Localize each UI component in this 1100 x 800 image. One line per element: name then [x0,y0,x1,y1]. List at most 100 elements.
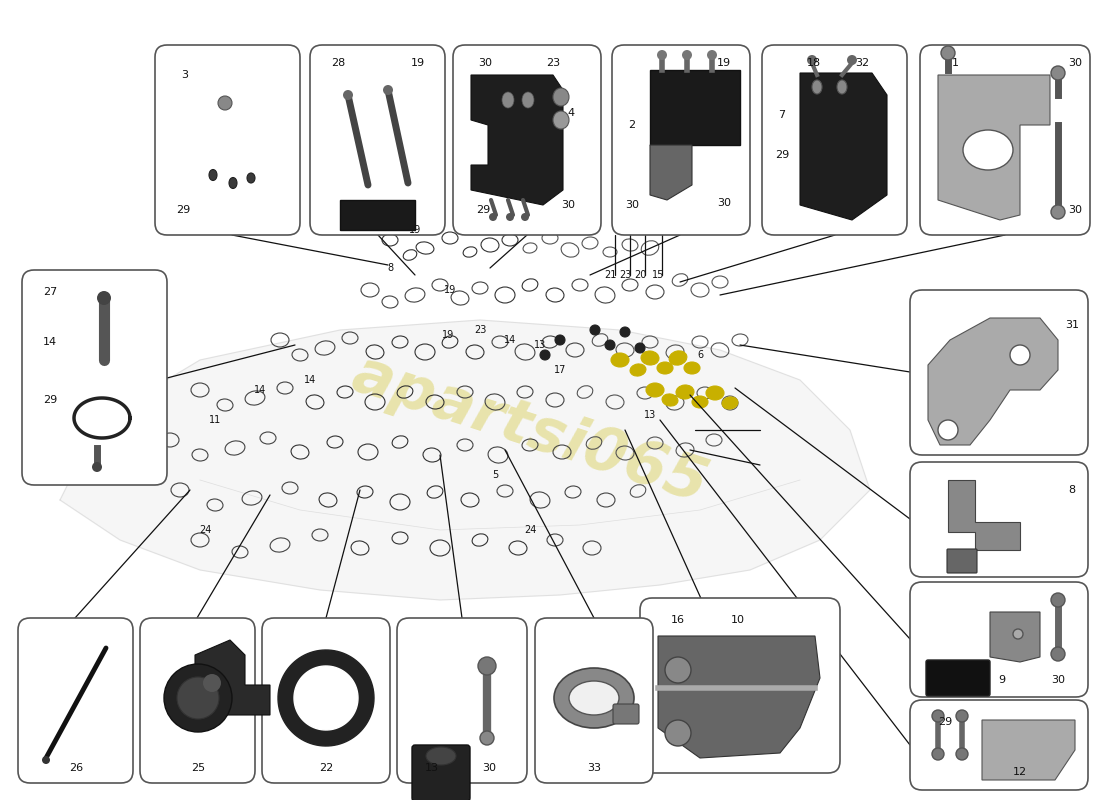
Ellipse shape [490,213,497,221]
Ellipse shape [620,327,630,337]
Ellipse shape [610,353,629,367]
Ellipse shape [669,351,686,365]
FancyBboxPatch shape [22,270,167,485]
Polygon shape [471,75,563,205]
Ellipse shape [630,364,646,376]
Ellipse shape [1050,205,1065,219]
Ellipse shape [962,130,1013,170]
Text: 30: 30 [717,198,732,208]
Polygon shape [60,320,870,600]
Ellipse shape [1010,345,1030,365]
Ellipse shape [553,111,569,129]
Text: 8: 8 [387,263,393,273]
Text: 13: 13 [425,763,439,773]
Ellipse shape [177,677,219,719]
Ellipse shape [666,720,691,746]
Ellipse shape [692,396,708,408]
Text: 16: 16 [671,615,685,625]
Ellipse shape [569,681,619,715]
FancyBboxPatch shape [262,618,390,783]
Text: 26: 26 [69,763,84,773]
FancyBboxPatch shape [920,45,1090,235]
Text: 14: 14 [304,375,316,385]
Text: 25: 25 [191,763,205,773]
Ellipse shape [383,85,393,95]
Text: apartsi065: apartsi065 [344,345,715,515]
Text: 12: 12 [1013,767,1027,777]
Text: 29: 29 [476,205,491,215]
Ellipse shape [97,291,111,305]
Text: 5: 5 [492,470,498,480]
Ellipse shape [502,92,514,108]
Polygon shape [982,720,1075,780]
Text: 6: 6 [697,350,703,360]
Text: 33: 33 [587,763,601,773]
Polygon shape [800,73,887,220]
Ellipse shape [682,50,692,60]
Ellipse shape [641,351,659,365]
Ellipse shape [521,213,529,221]
Polygon shape [278,650,374,746]
Text: 24: 24 [524,525,536,535]
FancyBboxPatch shape [762,45,908,235]
Text: 28: 28 [331,58,345,68]
Text: 20: 20 [634,270,646,280]
Ellipse shape [837,80,847,94]
FancyBboxPatch shape [535,618,653,783]
Ellipse shape [480,731,494,745]
FancyBboxPatch shape [453,45,601,235]
Text: 23: 23 [546,58,560,68]
Ellipse shape [657,50,667,60]
Text: 30: 30 [1068,205,1082,215]
Ellipse shape [248,173,255,183]
Ellipse shape [1013,629,1023,639]
FancyBboxPatch shape [910,700,1088,790]
Polygon shape [658,636,820,758]
Polygon shape [340,200,415,230]
Ellipse shape [164,664,232,732]
Ellipse shape [218,96,232,110]
Ellipse shape [956,710,968,722]
Polygon shape [948,480,1020,550]
Ellipse shape [707,50,717,60]
Ellipse shape [554,668,634,728]
Text: 7: 7 [779,110,785,120]
Text: 30: 30 [561,200,575,210]
Text: 13: 13 [644,410,656,420]
Ellipse shape [956,748,968,760]
Text: 19: 19 [717,58,732,68]
Text: 29: 29 [774,150,789,160]
FancyBboxPatch shape [18,618,133,783]
Text: 24: 24 [199,525,211,535]
Text: 31: 31 [1065,320,1079,330]
Text: 19: 19 [442,330,454,340]
Text: 1: 1 [952,58,958,68]
Ellipse shape [506,213,514,221]
Text: 9: 9 [999,675,1005,685]
FancyBboxPatch shape [155,45,300,235]
Text: 2: 2 [628,120,636,130]
Ellipse shape [940,46,955,60]
FancyBboxPatch shape [910,462,1088,577]
Ellipse shape [932,748,944,760]
Ellipse shape [42,756,50,764]
Text: 10: 10 [732,615,745,625]
Text: 23: 23 [619,270,631,280]
Text: 22: 22 [319,763,333,773]
Ellipse shape [847,55,857,65]
Polygon shape [294,666,358,730]
Text: 4: 4 [568,108,574,118]
FancyBboxPatch shape [140,618,255,783]
Text: 18: 18 [807,58,821,68]
Ellipse shape [646,383,664,397]
Ellipse shape [635,343,645,353]
Ellipse shape [706,386,724,400]
Text: 14: 14 [254,385,266,395]
Ellipse shape [812,80,822,94]
Polygon shape [650,145,692,200]
Ellipse shape [229,178,236,189]
Text: 30: 30 [482,763,496,773]
FancyBboxPatch shape [640,598,840,773]
Text: 29: 29 [176,205,190,215]
Ellipse shape [938,420,958,440]
